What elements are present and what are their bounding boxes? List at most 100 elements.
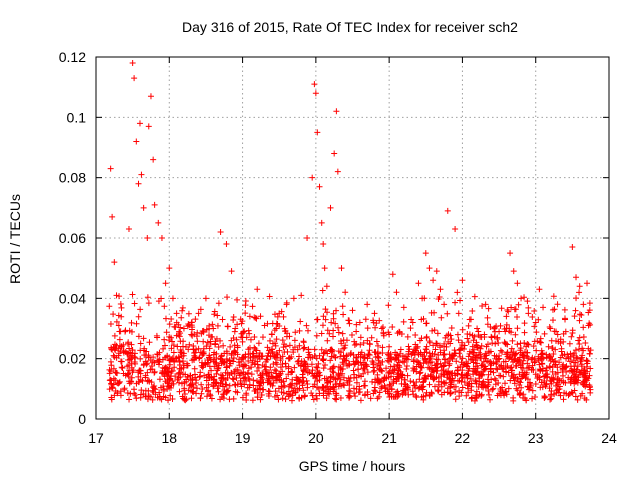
cloud-point bbox=[228, 352, 235, 359]
cloud-point bbox=[514, 341, 521, 348]
cloud-point bbox=[366, 347, 373, 354]
data-point bbox=[532, 319, 539, 326]
cloud-point bbox=[433, 356, 440, 363]
cloud-point bbox=[446, 362, 453, 369]
cloud-point bbox=[558, 345, 565, 352]
cloud-point bbox=[343, 352, 350, 359]
cloud-point bbox=[190, 346, 197, 353]
data-point bbox=[452, 225, 459, 232]
cloud-point bbox=[198, 381, 205, 388]
cloud-point bbox=[345, 392, 352, 399]
data-point bbox=[437, 286, 444, 293]
cloud-point bbox=[283, 390, 290, 397]
cloud-point bbox=[350, 351, 357, 358]
cloud-point bbox=[167, 392, 174, 399]
cloud-point bbox=[457, 297, 464, 304]
cloud-point bbox=[236, 362, 243, 369]
data-point bbox=[268, 331, 275, 338]
cloud-point bbox=[461, 345, 468, 352]
cloud-point bbox=[579, 390, 586, 397]
cloud-point bbox=[379, 358, 386, 365]
cloud-point bbox=[118, 343, 125, 350]
cloud-point bbox=[189, 381, 196, 388]
y-axis-label: ROTI / TECUs bbox=[7, 194, 23, 284]
cloud-point bbox=[378, 385, 385, 392]
cloud-point bbox=[305, 354, 312, 361]
cloud-point bbox=[389, 324, 396, 331]
cloud-point bbox=[324, 309, 331, 316]
cloud-point bbox=[521, 294, 528, 301]
cloud-point bbox=[400, 387, 407, 394]
cloud-point bbox=[423, 320, 430, 327]
cloud-point bbox=[179, 343, 186, 350]
cloud-point bbox=[314, 316, 321, 323]
cloud-point bbox=[279, 360, 286, 367]
data-point bbox=[195, 310, 202, 317]
cloud-point bbox=[509, 337, 516, 344]
cloud-point bbox=[433, 374, 440, 381]
cloud-point bbox=[137, 340, 144, 347]
cloud-point bbox=[264, 352, 271, 359]
cloud-point bbox=[243, 392, 250, 399]
cloud-point bbox=[447, 383, 454, 390]
cloud-point bbox=[275, 385, 282, 392]
cloud-point bbox=[124, 350, 131, 357]
cloud-point bbox=[561, 351, 568, 358]
cloud-point bbox=[570, 352, 577, 359]
cloud-point bbox=[272, 388, 279, 395]
data-point bbox=[125, 225, 132, 232]
cloud-point bbox=[124, 390, 131, 397]
cloud-point bbox=[131, 353, 138, 360]
cloud-point bbox=[379, 349, 386, 356]
cloud-point bbox=[459, 384, 466, 391]
cloud-point bbox=[242, 310, 249, 317]
cloud-point bbox=[459, 326, 466, 333]
cloud-point bbox=[110, 375, 117, 382]
cloud-point bbox=[369, 358, 376, 365]
cloud-point bbox=[586, 307, 593, 314]
cloud-point bbox=[118, 313, 125, 320]
cloud-point bbox=[245, 327, 252, 334]
cloud-point bbox=[305, 349, 312, 356]
cloud-point bbox=[214, 367, 221, 374]
data-point bbox=[444, 207, 451, 214]
cloud-point bbox=[161, 303, 168, 310]
cloud-point bbox=[126, 396, 133, 403]
cloud-point bbox=[410, 365, 417, 372]
cloud-point bbox=[140, 347, 147, 354]
data-point bbox=[150, 156, 157, 163]
cloud-point bbox=[529, 387, 536, 394]
cloud-point bbox=[186, 341, 193, 348]
data-point bbox=[246, 313, 253, 320]
cloud-point bbox=[320, 365, 327, 372]
data-point bbox=[371, 310, 378, 317]
cloud-point bbox=[563, 364, 570, 371]
cloud-point bbox=[457, 347, 464, 354]
cloud-point bbox=[207, 338, 214, 345]
x-tick-label: 18 bbox=[161, 430, 177, 446]
cloud-point bbox=[387, 373, 394, 380]
cloud-point bbox=[428, 390, 435, 397]
cloud-point bbox=[246, 384, 253, 391]
cloud-point bbox=[270, 360, 277, 367]
cloud-point bbox=[257, 378, 264, 385]
cloud-point bbox=[567, 363, 574, 370]
cloud-point bbox=[561, 389, 568, 396]
cloud-point bbox=[242, 302, 249, 309]
cloud-point bbox=[168, 373, 175, 380]
cloud-point bbox=[575, 374, 582, 381]
cloud-point bbox=[495, 340, 502, 347]
cloud-point bbox=[237, 370, 244, 377]
cloud-point bbox=[194, 338, 201, 345]
data-point bbox=[261, 322, 268, 329]
cloud-point bbox=[180, 338, 187, 345]
cloud-point bbox=[239, 394, 246, 401]
cloud-point bbox=[517, 379, 524, 386]
cloud-point bbox=[357, 397, 364, 404]
cloud-point bbox=[448, 336, 455, 343]
data-point bbox=[254, 286, 261, 293]
cloud-point bbox=[341, 356, 348, 363]
cloud-point bbox=[532, 381, 539, 388]
cloud-point bbox=[145, 354, 152, 361]
cloud-point bbox=[478, 381, 485, 388]
